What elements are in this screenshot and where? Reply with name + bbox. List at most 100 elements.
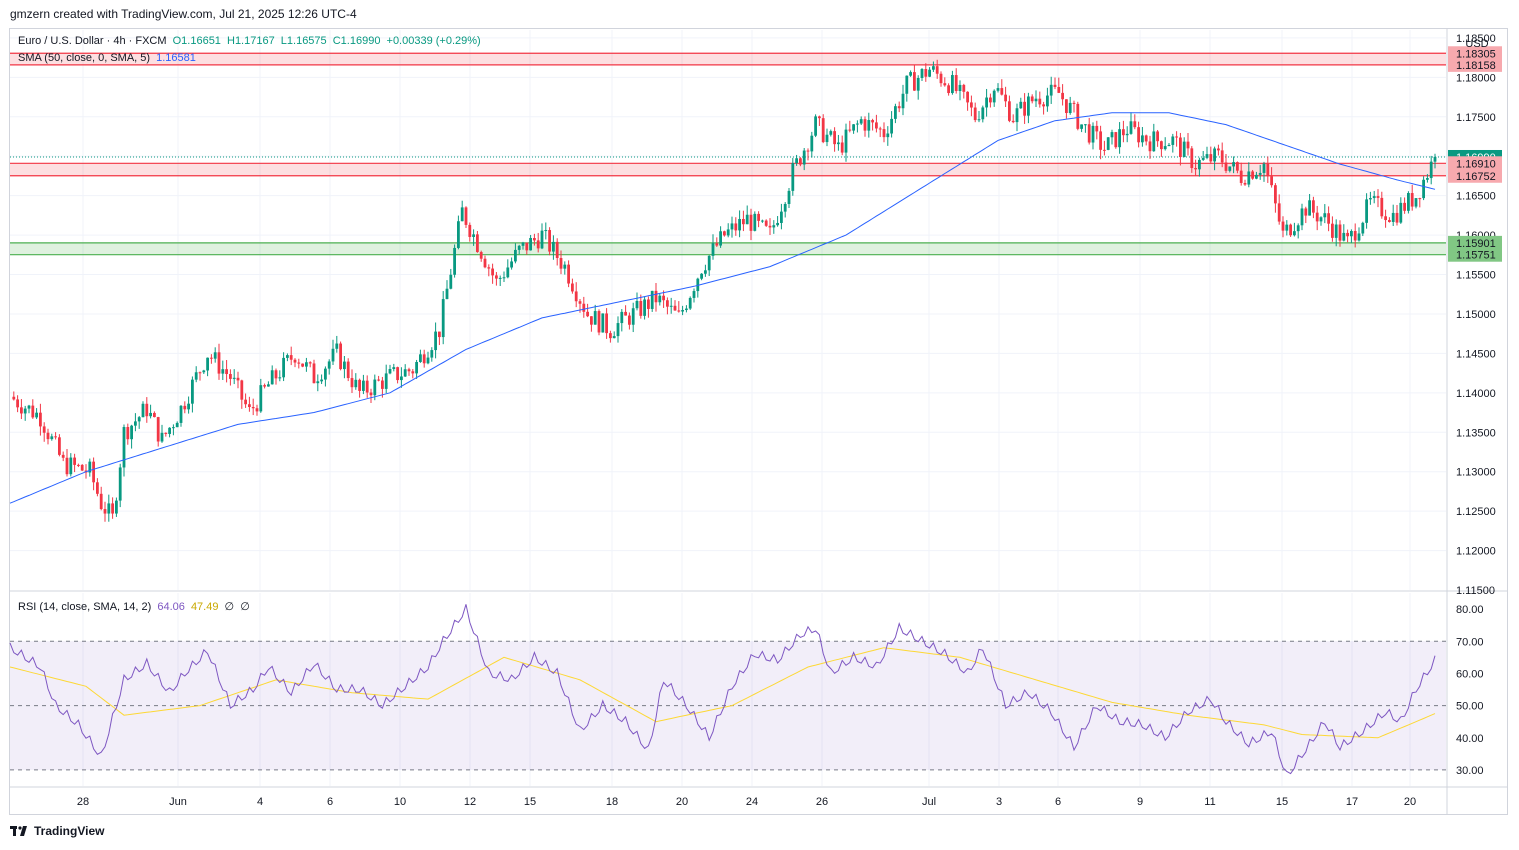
candle[interactable] [244,399,247,405]
candle[interactable] [168,427,171,434]
candle[interactable] [1300,208,1304,226]
candle[interactable] [88,461,92,473]
candle[interactable] [305,362,308,367]
candle[interactable] [50,436,54,440]
candle[interactable] [723,231,726,236]
candle[interactable] [479,252,483,259]
candle[interactable] [1118,129,1121,148]
candle[interactable] [164,432,168,434]
candle[interactable] [1144,135,1148,142]
candle[interactable] [1133,121,1137,128]
candle[interactable] [1399,202,1403,223]
candle[interactable] [1205,154,1209,158]
candle[interactable] [681,310,684,312]
candle[interactable] [612,336,616,339]
candle[interactable] [1270,176,1273,186]
candle[interactable] [388,369,392,374]
candle[interactable] [799,158,802,165]
candle[interactable] [973,107,977,121]
candle[interactable] [506,267,510,278]
candle[interactable] [787,190,791,204]
candle[interactable] [118,467,122,501]
candle[interactable] [495,275,498,279]
candle[interactable] [662,295,665,301]
candle[interactable] [1293,231,1296,236]
candle[interactable] [643,299,646,316]
candle[interactable] [69,457,73,475]
candle[interactable] [65,457,69,475]
candle[interactable] [1137,127,1140,143]
candle[interactable] [346,361,350,379]
candle[interactable] [871,120,874,123]
candle[interactable] [1103,149,1106,151]
candle[interactable] [730,223,734,230]
candle[interactable] [23,408,27,414]
candle[interactable] [27,405,31,409]
candle[interactable] [1365,199,1368,223]
candle[interactable] [745,214,749,225]
candle[interactable] [780,211,783,223]
candle[interactable] [137,417,141,422]
candle[interactable] [20,407,23,414]
candle[interactable] [1418,198,1422,200]
candle[interactable] [514,249,517,262]
candle[interactable] [61,454,65,458]
candle[interactable] [1289,224,1292,236]
candle[interactable] [130,425,133,440]
candle[interactable] [977,119,981,121]
candle[interactable] [647,299,650,309]
candle[interactable] [890,118,893,134]
candle[interactable] [1095,125,1099,132]
candle[interactable] [373,379,377,396]
candle[interactable] [1353,230,1357,241]
candle[interactable] [1213,148,1216,162]
candle[interactable] [464,207,468,225]
candle[interactable] [1175,136,1178,138]
candle[interactable] [1350,230,1353,237]
candle[interactable] [1011,120,1015,123]
candle[interactable] [700,273,703,279]
candle[interactable] [1049,84,1053,96]
candle[interactable] [35,412,38,418]
candle[interactable] [791,163,795,191]
candle[interactable] [616,323,620,337]
candle[interactable] [935,66,939,74]
candle[interactable] [609,333,612,339]
candle[interactable] [859,119,863,124]
candle[interactable] [1281,221,1285,231]
candle[interactable] [58,437,61,455]
candle[interactable] [160,432,164,442]
zone-red-1[interactable] [10,163,1446,176]
candle[interactable] [981,107,985,120]
candle[interactable] [1220,150,1224,163]
candle[interactable] [1167,144,1171,147]
candle[interactable] [77,464,80,466]
candle[interactable] [939,73,943,84]
candle[interactable] [1255,174,1258,179]
candle[interactable] [153,412,156,418]
candle[interactable] [601,313,605,333]
candle[interactable] [31,405,35,418]
candle[interactable] [1236,162,1239,171]
candle[interactable] [293,359,297,363]
candle[interactable] [688,297,692,309]
candle[interactable] [1015,108,1019,123]
candle[interactable] [829,131,833,135]
candle[interactable] [229,374,232,379]
candle[interactable] [297,362,301,364]
candle[interactable] [540,230,544,249]
candle[interactable] [1068,102,1072,114]
candle[interactable] [571,283,574,292]
candle[interactable] [768,225,772,228]
candle[interactable] [1251,171,1254,179]
candle[interactable] [677,310,681,312]
candle[interactable] [1312,200,1315,213]
candle[interactable] [438,331,441,338]
candle[interactable] [844,129,848,153]
candle[interactable] [1046,95,1049,107]
candle[interactable] [715,243,719,246]
candle[interactable] [1315,212,1319,222]
candle[interactable] [1380,197,1384,217]
candle[interactable] [491,268,494,276]
candle[interactable] [658,295,662,303]
